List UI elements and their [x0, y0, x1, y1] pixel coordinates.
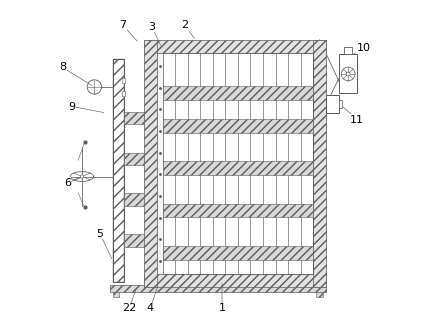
Bar — [317, 292, 323, 297]
Bar — [163, 203, 313, 217]
Bar — [113, 59, 124, 282]
Text: 9: 9 — [69, 101, 76, 112]
Text: 3: 3 — [148, 22, 155, 32]
Bar — [122, 91, 125, 96]
Bar — [110, 285, 326, 292]
Circle shape — [80, 175, 83, 178]
Text: 10: 10 — [357, 43, 371, 53]
Bar — [157, 53, 163, 274]
Bar — [124, 234, 144, 247]
Bar — [144, 40, 157, 287]
Bar — [339, 54, 357, 94]
Bar — [144, 274, 326, 287]
Bar — [339, 100, 342, 108]
Bar — [344, 47, 352, 54]
Text: 7: 7 — [119, 20, 126, 30]
Text: 8: 8 — [59, 62, 66, 73]
Text: 4: 4 — [147, 303, 154, 313]
Bar — [163, 246, 313, 260]
Bar — [163, 86, 313, 100]
Bar — [124, 194, 144, 206]
Bar — [113, 59, 124, 282]
Text: 2: 2 — [181, 20, 188, 30]
Bar — [326, 95, 339, 113]
Bar — [163, 119, 313, 132]
Bar — [144, 40, 326, 53]
Bar — [124, 153, 144, 165]
Bar — [313, 40, 326, 287]
Bar — [113, 292, 119, 297]
Bar — [163, 161, 313, 175]
Text: 1: 1 — [218, 303, 226, 313]
Bar — [157, 53, 313, 274]
Text: 22: 22 — [122, 303, 136, 313]
Text: 5: 5 — [96, 229, 103, 238]
Bar — [124, 112, 144, 125]
Bar — [122, 78, 125, 83]
Text: 11: 11 — [350, 114, 364, 125]
Text: 6: 6 — [64, 178, 71, 188]
